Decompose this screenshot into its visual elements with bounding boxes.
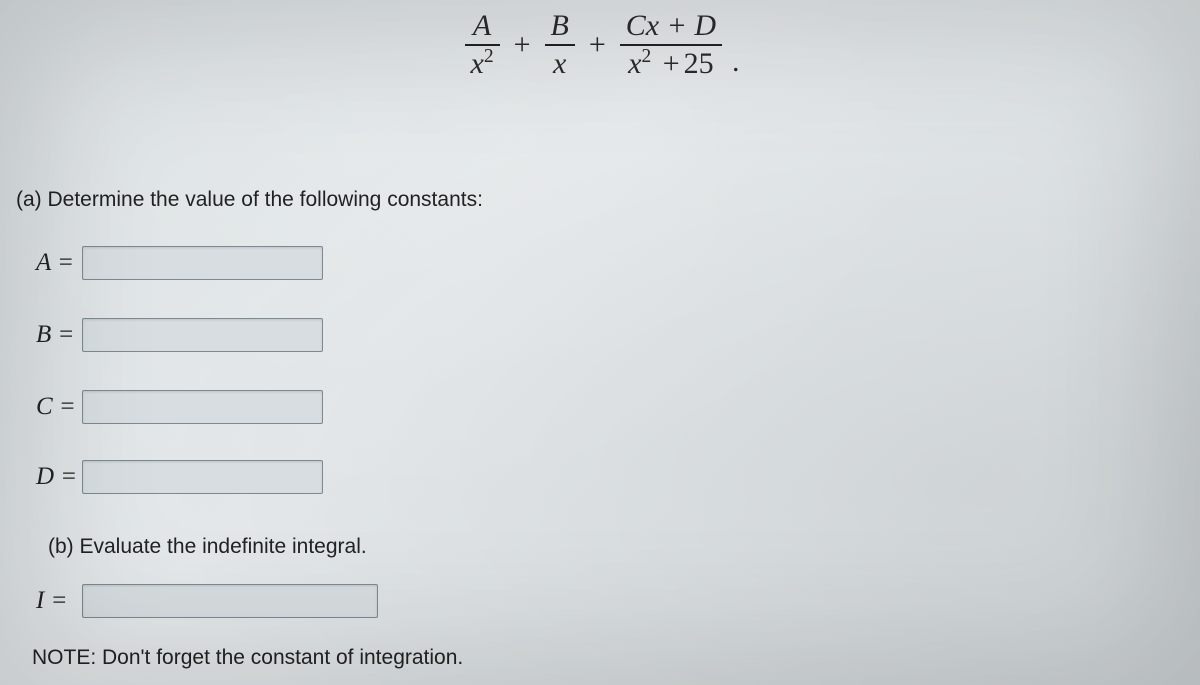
field-row-B: B = — [36, 318, 323, 352]
var-B: B — [551, 9, 569, 42]
fraction-term-3: Cx + D x2 +25 — [620, 10, 722, 79]
var-x-3: x — [628, 47, 641, 80]
num-CxD: Cx + D — [626, 9, 716, 42]
const-25: 25 — [684, 47, 714, 80]
label-D: D = — [36, 463, 82, 491]
exponent-2: 2 — [484, 46, 494, 67]
var-x: x — [471, 47, 484, 80]
label-B: B = — [36, 321, 82, 349]
field-row-A: A = — [36, 246, 323, 280]
formula-period: . — [732, 45, 740, 79]
field-row-C: C = — [36, 390, 323, 424]
var-A: A — [473, 9, 491, 42]
label-A: A = — [36, 249, 82, 277]
fraction-term-1: A x2 — [465, 10, 500, 79]
part-a-prompt: (a) Determine the value of the following… — [16, 188, 483, 212]
var-x-2: x — [553, 47, 566, 80]
fraction-term-2: B x — [545, 10, 575, 79]
input-C[interactable] — [82, 390, 323, 424]
input-A[interactable] — [82, 246, 323, 280]
plus-op-1: + — [514, 28, 531, 62]
plus-den: + — [663, 47, 680, 80]
field-row-I: I = — [36, 584, 378, 618]
integration-constant-note: NOTE: Don't forget the constant of integ… — [32, 646, 463, 670]
label-I: I = — [36, 587, 82, 615]
input-B[interactable] — [82, 318, 323, 352]
part-b-prompt: (b) Evaluate the indefinite integral. — [48, 535, 367, 559]
field-row-D: D = — [36, 460, 323, 494]
exponent-2b: 2 — [641, 46, 651, 67]
input-D[interactable] — [82, 460, 323, 494]
partial-fraction-formula: A x2 + B x + Cx + D x2 +25 . — [0, 10, 1200, 79]
input-I[interactable] — [82, 584, 378, 618]
plus-op-2: + — [589, 28, 606, 62]
label-C: C = — [36, 393, 82, 421]
